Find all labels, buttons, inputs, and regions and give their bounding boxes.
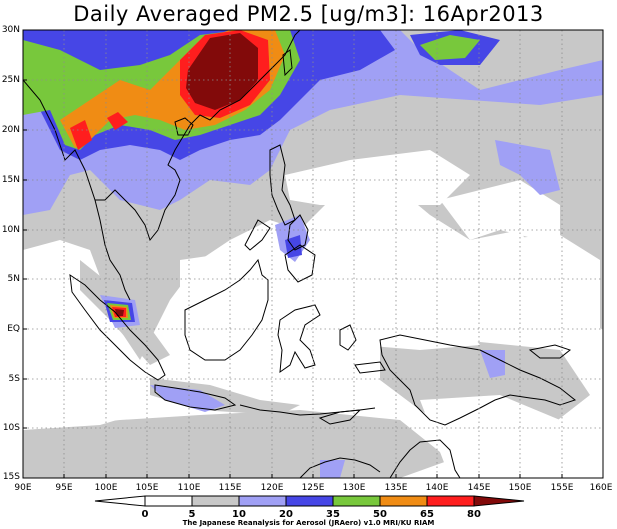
- coast-australia-nw: [299, 457, 381, 478]
- pm25-field-clear-1: [285, 150, 470, 205]
- pm25-field-35-50-b: [420, 35, 480, 60]
- lat-label-10s: 10S: [2, 423, 20, 433]
- coast-australia-north: [389, 439, 461, 478]
- pm25-field-80-plus: [186, 33, 258, 110]
- coast-timor: [318, 409, 362, 425]
- lon-label-145e: 145E: [467, 483, 491, 493]
- colorbar-label-80: 80: [467, 509, 481, 520]
- pm25-field-65-80-b: [70, 120, 92, 150]
- colorbar-bin-0-5: [144, 495, 193, 507]
- lon-label-155e: 155E: [550, 483, 574, 493]
- lon-label-115e: 115E: [218, 483, 242, 493]
- colorbar-bin-65-80: [426, 495, 475, 507]
- coast-malay-peninsula: [94, 199, 131, 301]
- lat-label-30n: 30N: [1, 25, 20, 35]
- coast-borneo: [184, 258, 269, 361]
- pm25-field-10-20-e: [480, 350, 505, 378]
- pm25-field-clear-7: [420, 395, 580, 478]
- coast-maluku: [339, 324, 357, 351]
- lon-label-100e: 100E: [94, 483, 118, 493]
- pm25-field-clear-4: [330, 310, 480, 350]
- colorbar-arrow-left: [94, 495, 146, 507]
- coast-indochina: [23, 30, 301, 242]
- lon-label-130e: 130E: [342, 483, 366, 493]
- lat-label-20n: 20N: [1, 125, 20, 135]
- coast-seram: [354, 361, 386, 374]
- map-title: Daily Averaged PM2.5 [ug/m3]: 16Apr2013: [73, 2, 544, 26]
- lon-label-160e: 160E: [589, 483, 613, 493]
- coast-sulawesi: [277, 304, 321, 374]
- pm25-field-clear-5: [480, 235, 600, 330]
- pm25-field-clear-2: [440, 180, 560, 245]
- colorbar-label-0: 0: [141, 509, 149, 520]
- pm25-field-10-20-d: [150, 385, 225, 412]
- lat-label-5s: 5S: [8, 374, 20, 384]
- lon-label-95e: 95E: [55, 483, 73, 493]
- lat-label-eq: EQ: [7, 324, 20, 334]
- lon-label-105e: 105E: [135, 483, 159, 493]
- pm25-field-10-20-g: [320, 460, 345, 478]
- coast-sumatra: [69, 273, 166, 381]
- colorbar-bin-10-20: [238, 495, 287, 507]
- lat-label-10n: 10N: [1, 225, 20, 235]
- coast-palawan: [244, 219, 271, 251]
- lon-label-110e: 110E: [177, 483, 201, 493]
- lon-label-125e: 125E: [301, 483, 325, 493]
- pm25-field-65-80-c: [107, 112, 128, 130]
- pm25-field-clear-6: [23, 370, 150, 430]
- colorbar-bin-20-35: [285, 495, 334, 507]
- data-credit: The Japanese Reanalysis for Aerosol (JRA…: [182, 519, 435, 527]
- lon-label-135e: 135E: [384, 483, 408, 493]
- colorbar-label-5: 5: [188, 509, 196, 520]
- coast-bismarck: [528, 344, 572, 359]
- colorbar: [94, 495, 525, 507]
- colorbar-arrow-right: [473, 495, 525, 507]
- coast-new-guinea: [379, 334, 577, 426]
- lat-label-25n: 25N: [1, 75, 20, 85]
- lat-label-15n: 15N: [1, 175, 20, 185]
- colorbar-label-35: 35: [326, 509, 340, 520]
- axis-ticks: [23, 29, 563, 479]
- lon-label-150e: 150E: [508, 483, 532, 493]
- coast-visayas: [287, 214, 309, 251]
- colorbar-bin-5-10: [191, 495, 240, 507]
- lat-label-5n: 5N: [7, 274, 20, 284]
- colorbar-label-20: 20: [279, 509, 293, 520]
- colorbar-label-65: 65: [420, 509, 434, 520]
- lon-label-120e: 120E: [260, 483, 284, 493]
- lon-label-90e: 90E: [14, 483, 32, 493]
- coastlines: [23, 30, 577, 478]
- coast-java: [154, 384, 237, 411]
- coast-mindanao: [284, 244, 316, 283]
- lat-label-15s: 15S: [2, 472, 20, 482]
- pm25-field-10-20-b: [495, 140, 560, 195]
- colorbar-bin-50-65: [379, 495, 428, 507]
- lon-label-140e: 140E: [425, 483, 449, 493]
- colorbar-label-10: 10: [232, 509, 246, 520]
- pm25-contours: [23, 30, 603, 478]
- colorbar-label-50: 50: [373, 509, 387, 520]
- coast-taiwan: [282, 49, 293, 77]
- colorbar-bin-35-50: [332, 495, 381, 507]
- pm25-field-clear-8: [23, 245, 80, 320]
